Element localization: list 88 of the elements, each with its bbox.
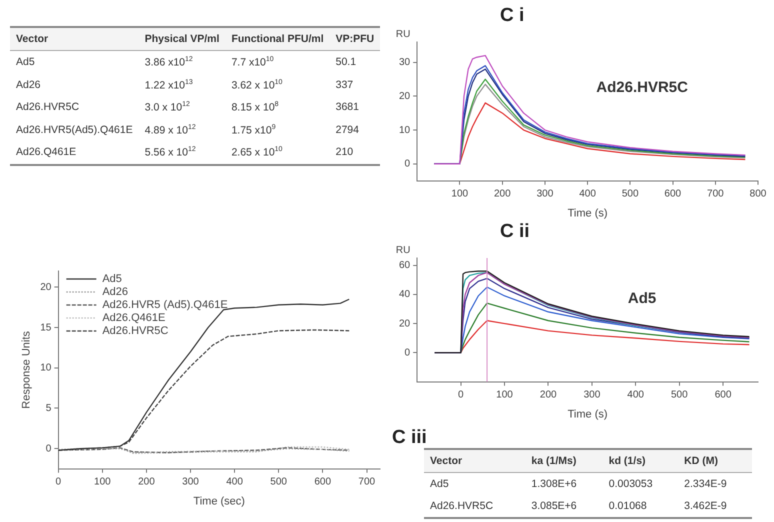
legend-label: Ad26.HVR5C <box>102 325 168 338</box>
x-axis-title: Time (s) <box>568 207 608 220</box>
text: 3.085E+6 <box>530 499 578 514</box>
x-tick-label: 500 <box>670 390 688 401</box>
chart-title: C ii <box>500 221 531 242</box>
y-tick-label: 60 <box>399 260 411 272</box>
text: 2.65 x 10$^{10}$ <box>230 145 284 160</box>
text: Ad26 <box>15 78 42 93</box>
text: 5.56 x 10$^{12}$ <box>144 145 197 160</box>
x-axis-title: Time (sec) <box>193 495 245 508</box>
y-axis-title: RU <box>396 244 410 256</box>
y-tick-label: 15 <box>40 322 52 334</box>
x-tick-label: 200 <box>494 188 512 200</box>
category-label: VP:PFU <box>330 27 380 50</box>
category-label: ka (1/Ms) <box>525 449 603 472</box>
x-tick-label: 600 <box>314 476 332 488</box>
x-tick-label: 0 <box>458 390 464 401</box>
y-tick-label: 0 <box>46 443 52 454</box>
x-axis-title: Time (s) <box>568 408 608 420</box>
x-tick-label: 300 <box>536 188 554 200</box>
y-axis-title: Response Units <box>20 330 33 409</box>
text: 210 <box>334 145 354 160</box>
x-tick-label: 800 <box>750 188 767 200</box>
text: 3.86 x10$^{12}$ <box>144 55 194 70</box>
category-label: Vector <box>10 27 139 50</box>
legend-label: Ad26.Q461E <box>102 312 166 324</box>
text: 1.22 x10$^{13}$ <box>144 78 194 93</box>
y-tick-label: 0 <box>404 158 411 170</box>
x-tick-label: 500 <box>622 188 639 200</box>
x-tick-label: 0 <box>56 476 62 488</box>
chart-title: C i <box>500 5 526 26</box>
text: 3.62 x 10$^{10}$ <box>230 78 284 93</box>
text: 3.462E-9 <box>683 499 728 514</box>
x-tick-label: 700 <box>358 476 376 488</box>
x-tick-label: 400 <box>226 476 244 488</box>
x-tick-label: 400 <box>627 390 644 401</box>
text: Ad26.HVR5(Ad5).Q461E <box>15 122 134 138</box>
text: 2.334E-9 <box>683 477 728 492</box>
x-tick-label: 600 <box>664 188 682 200</box>
text: 0.01068 <box>608 499 648 514</box>
y-tick-label: 30 <box>399 57 411 68</box>
text: 1.308E+6 <box>530 477 578 492</box>
x-tick-label: 400 <box>579 188 596 200</box>
y-tick-label: 20 <box>399 90 411 102</box>
y-tick-label: 20 <box>399 318 411 330</box>
text: 337 <box>334 78 354 93</box>
text: 7.7 x10$^{10}$ <box>230 55 275 70</box>
text: 2794 <box>334 122 360 138</box>
category-label: Vector <box>424 449 526 472</box>
text: 3.0 x 10$^{12}$ <box>144 100 191 116</box>
y-tick-label: 10 <box>399 124 411 136</box>
text: 1.75 x10$^{9}$ <box>230 122 277 138</box>
text: 8.15 x 10$^{8}$ <box>230 100 280 116</box>
text: 3681 <box>334 100 360 116</box>
y-tick-label: 40 <box>399 289 411 300</box>
annotation: Ad5 <box>628 290 656 307</box>
text: Ad26.HVR5C <box>15 100 80 116</box>
y-tick-label: 0 <box>404 347 411 358</box>
category-label: kd (1/s) <box>602 449 678 472</box>
text: C iii <box>392 427 428 448</box>
y-tick-label: 10 <box>40 362 52 374</box>
text: 0.003053 <box>608 477 654 492</box>
text: 50.1 <box>334 55 358 70</box>
category-label: Physical VP/ml <box>138 27 226 50</box>
x-tick-label: 300 <box>182 476 200 488</box>
y-tick-label: 20 <box>40 282 52 293</box>
text: Ad5 <box>15 55 36 70</box>
x-tick-label: 300 <box>584 390 601 401</box>
annotation: Ad26.HVR5C <box>596 78 688 96</box>
text: Ad26.Q461E <box>15 145 78 160</box>
x-tick-label: 700 <box>707 188 724 200</box>
x-tick-label: 200 <box>138 476 156 488</box>
text: Ad26.HVR5C <box>429 499 494 514</box>
text: 4.89 x 10$^{12}$ <box>144 122 197 138</box>
legend-label: Ad26.HVR5 (Ad5).Q461E <box>102 299 228 312</box>
x-tick-label: 100 <box>451 188 469 200</box>
category-label: Functional PFU/ml <box>225 27 330 50</box>
x-tick-label: 100 <box>496 390 514 401</box>
x-tick-label: 600 <box>714 390 732 401</box>
y-tick-label: 5 <box>46 403 52 414</box>
x-tick-label: 100 <box>94 476 112 488</box>
legend-label: Ad5 <box>102 273 122 286</box>
x-tick-label: 500 <box>270 476 288 488</box>
category-label: KD (M) <box>678 449 752 472</box>
x-tick-label: 200 <box>540 390 558 401</box>
legend-label: Ad26 <box>102 286 128 298</box>
text: Ad5 <box>429 477 450 492</box>
y-axis-title: RU <box>396 28 410 40</box>
